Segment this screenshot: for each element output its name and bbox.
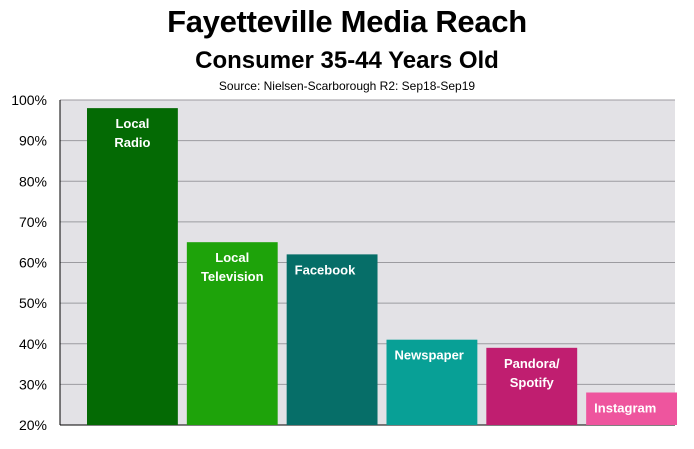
bar — [186, 242, 278, 425]
y-tick-label: 40% — [19, 336, 47, 352]
y-tick-label: 80% — [19, 173, 47, 189]
chart-source: Source: Nielsen-Scarborough R2: Sep18-Se… — [218, 79, 476, 93]
bar-label: Radio — [114, 135, 150, 150]
bar-label: Pandora/ — [504, 356, 560, 371]
y-tick-label: 90% — [19, 133, 47, 149]
bar-label: Instagram — [594, 401, 656, 416]
y-tick-label: 50% — [19, 295, 47, 311]
y-tick-label: 60% — [19, 255, 47, 271]
bar — [586, 392, 678, 425]
y-tick-label: 100% — [11, 92, 47, 108]
bar-label: Television — [201, 269, 264, 284]
bar-label: Newspaper — [395, 348, 464, 363]
y-tick-label: 70% — [19, 214, 47, 230]
chart-title: Fayetteville Media Reach — [167, 4, 527, 39]
bar — [386, 339, 478, 425]
bar-label: Local — [115, 116, 149, 131]
bar — [486, 347, 578, 425]
bar-label: Spotify — [510, 375, 555, 390]
bar — [87, 108, 178, 425]
y-tick-label: 30% — [19, 376, 47, 392]
bar-label: Facebook — [295, 262, 356, 277]
chart-subtitle: Consumer 35-44 Years Old — [195, 47, 499, 74]
bar — [286, 254, 378, 425]
y-tick-label: 20% — [19, 417, 47, 433]
bar-label: Local — [215, 250, 249, 265]
